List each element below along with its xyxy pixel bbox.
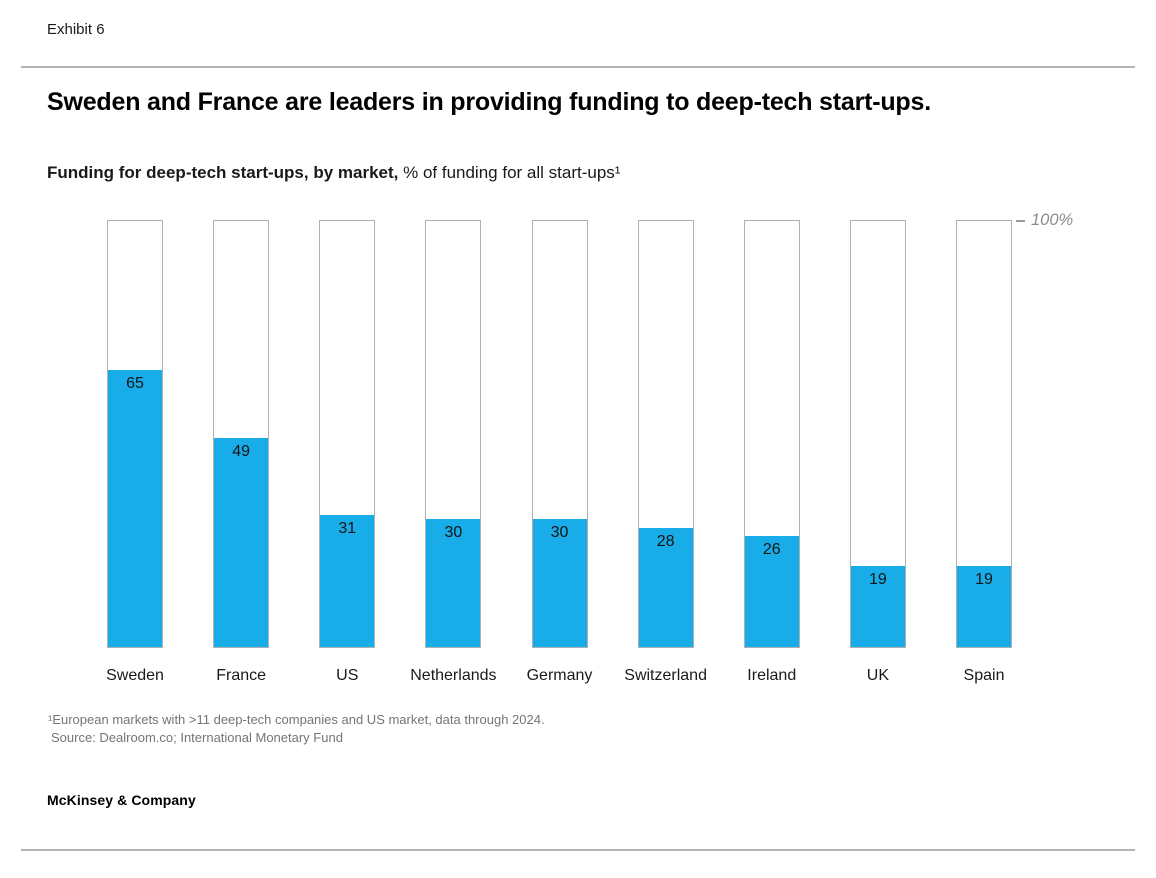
chart-subtitle-measure: Funding for deep-tech start-ups, by mark… (47, 163, 399, 182)
bar-value-label: 65 (126, 375, 144, 393)
footnote-source-line: Source: Dealroom.co; International Monet… (51, 730, 343, 745)
bar-fill: 26 (744, 536, 799, 647)
x-axis-category-label: UK (866, 667, 889, 684)
bar-frame: 49 (213, 220, 270, 648)
bar-column: 65 Sweden (106, 220, 164, 684)
bar-frame: 30 (531, 220, 588, 648)
chart-subtitle-unit: % of funding for all start-ups¹ (403, 163, 621, 182)
bar-fill: 65 (108, 370, 162, 647)
chart-subtitle: Funding for deep-tech start-ups, by mark… (47, 163, 620, 183)
footnote-line-1: ¹European markets with >11 deep-tech com… (48, 712, 545, 727)
x-axis-category-label: Spain (963, 667, 1005, 684)
bar-frame: 31 (319, 220, 376, 648)
bar-value-label: 19 (975, 571, 993, 589)
bar-frame: 26 (743, 220, 800, 648)
bottom-divider (21, 849, 1135, 851)
bar-value-label: 26 (762, 541, 781, 559)
bar-fill: 19 (850, 566, 905, 647)
footnote: ¹European markets with >11 deep-tech com… (48, 711, 545, 747)
bar-chart: 65 Sweden 49 France 31 US 30 Netherlands 30 Germa… (106, 220, 1012, 684)
bar-frame: 28 (637, 220, 694, 648)
bar-fill: 31 (320, 514, 375, 647)
bar-frame: 65 (107, 220, 163, 648)
y-axis-max-annotation: 100% (1016, 211, 1073, 230)
y-axis-max-label: 100% (1031, 211, 1074, 229)
bar-frame: 19 (956, 220, 1012, 648)
bar-column: 31 US (319, 220, 376, 684)
top-divider (21, 66, 1135, 68)
bar-value-label: 30 (444, 524, 463, 542)
bar-value-label: 31 (338, 519, 357, 537)
x-axis-category-label: Netherlands (410, 667, 497, 684)
bar-column: 49 France (213, 220, 270, 684)
x-axis-category-label: Germany (526, 667, 593, 684)
bar-column: 26 Ireland (743, 220, 800, 684)
bar-fill: 28 (638, 527, 693, 647)
bar-fill: 19 (957, 566, 1011, 647)
page-title: Sweden and France are leaders in providi… (47, 88, 931, 116)
x-axis-category-label: US (336, 667, 359, 684)
x-axis-category-label: France (216, 667, 267, 684)
bar-value-label: 30 (550, 524, 569, 542)
bar-frame: 30 (425, 220, 482, 648)
x-axis-category-label: Ireland (747, 667, 797, 684)
bar-frame: 19 (849, 220, 906, 648)
bar-value-label: 28 (656, 532, 675, 550)
exhibit-number-label: Exhibit 6 (47, 21, 105, 38)
brand-wordmark: McKinsey & Company (47, 792, 196, 808)
bar-value-label: 49 (232, 443, 251, 461)
x-axis-category-label: Sweden (106, 667, 164, 684)
bar-column: 30 Germany (527, 220, 592, 684)
bar-column: 30 Netherlands (410, 220, 497, 684)
bar-fill: 49 (214, 438, 269, 647)
bar-fill: 30 (532, 519, 587, 647)
axis-tick-dash-icon (1016, 219, 1025, 222)
bar-column: 19 Spain (956, 220, 1012, 684)
bar-value-label: 19 (868, 571, 887, 589)
bar-column: 19 UK (849, 220, 906, 684)
x-axis-category-label: Switzerland (624, 667, 707, 684)
bar-column: 28 Switzerland (624, 220, 707, 684)
bar-fill: 30 (426, 519, 481, 647)
